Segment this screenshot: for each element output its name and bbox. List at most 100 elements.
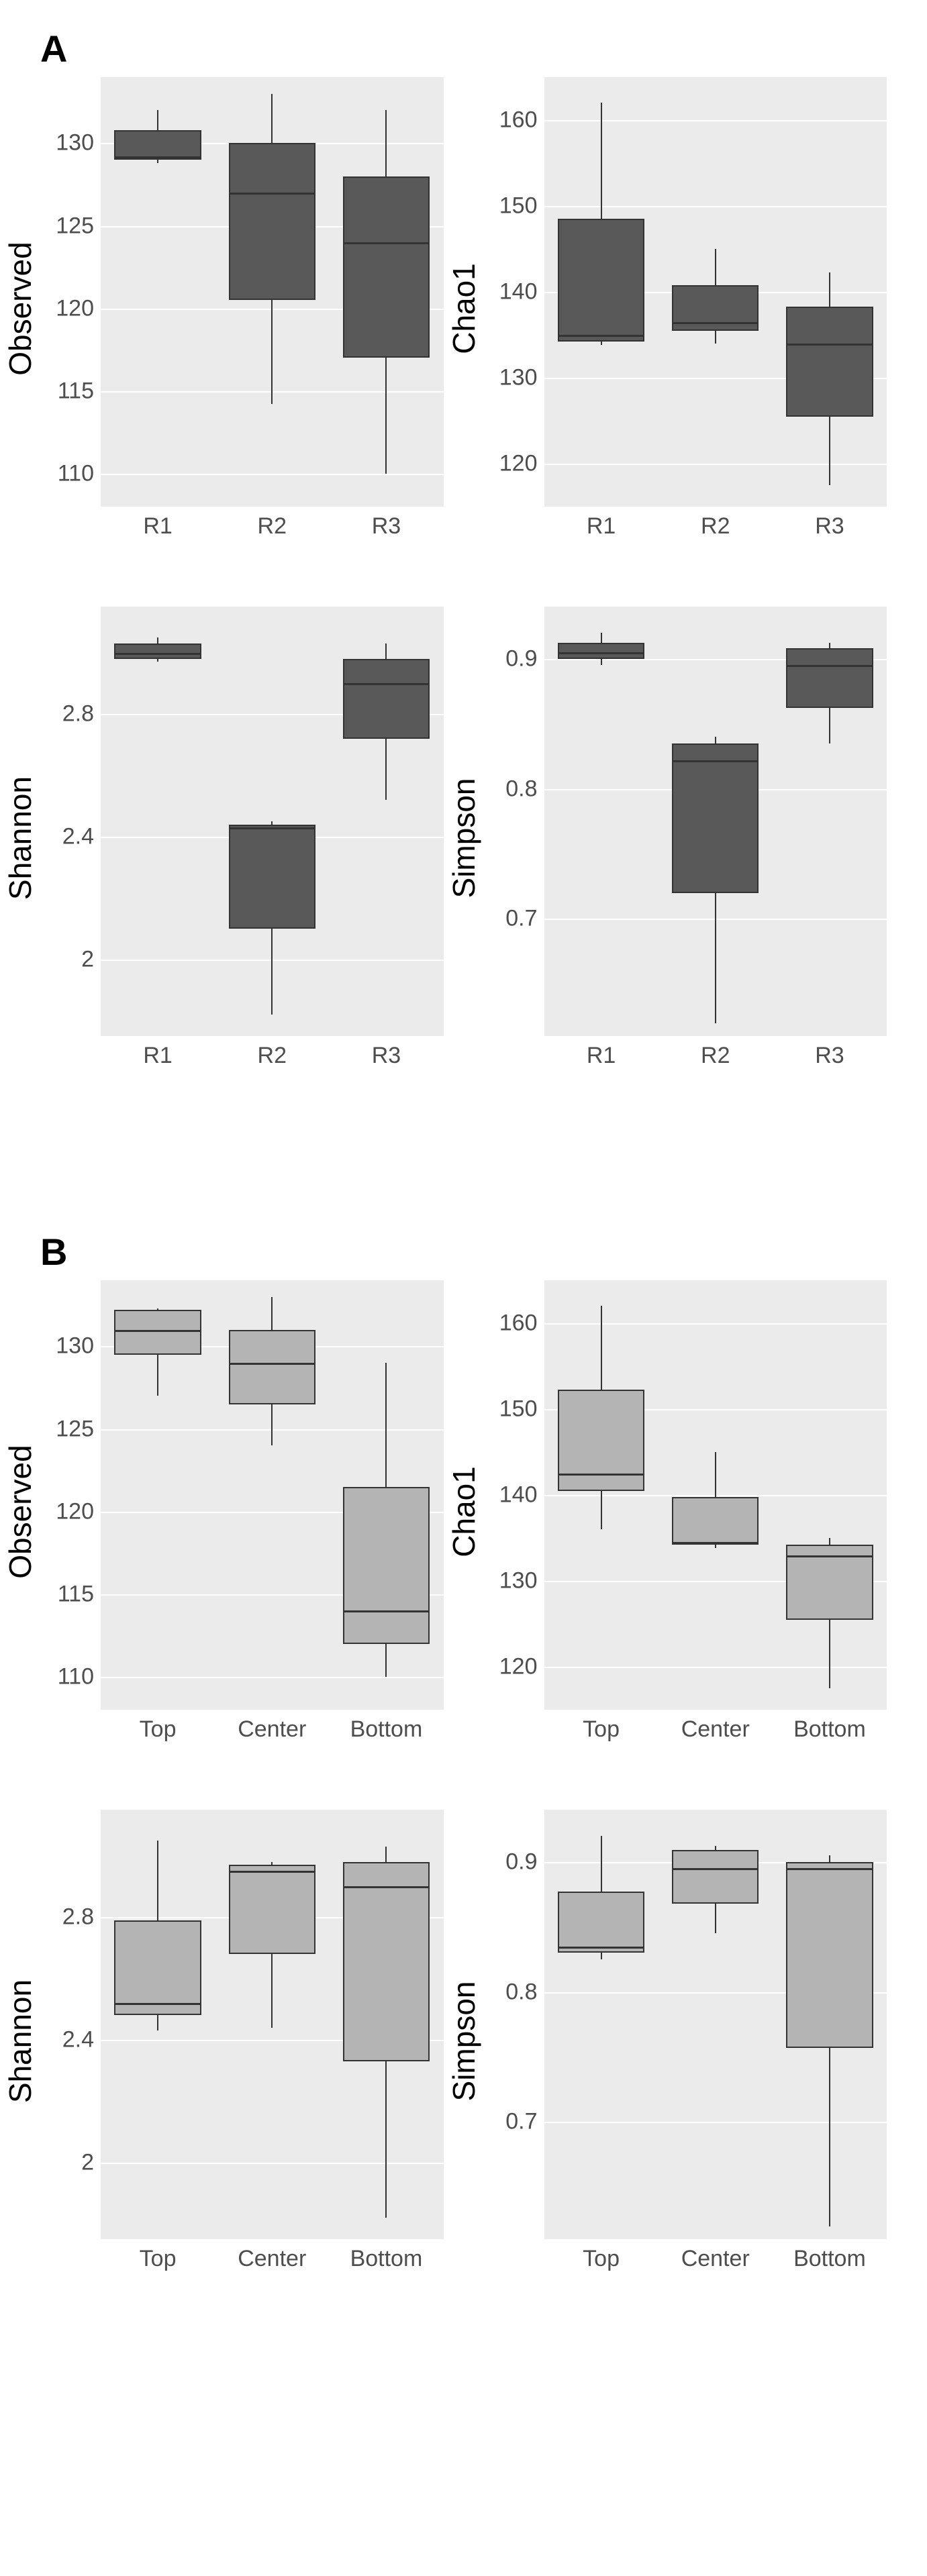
y-axis-label: Chao1 [446, 1466, 482, 1557]
y-tick-label: 0.9 [505, 646, 544, 672]
whisker [715, 893, 716, 1023]
figure-section-A: AObserved110115120125130R1R2R3Chao112013… [40, 27, 887, 1069]
y-axis-label: Observed [2, 242, 38, 375]
whisker [157, 110, 158, 130]
box-iqr [786, 648, 873, 708]
y-tick-label: 115 [58, 1581, 101, 1607]
box-median [672, 760, 759, 762]
boxplot [773, 607, 887, 1036]
plot-frame: 120130140150160R1R2R3 [544, 77, 887, 539]
plot-frame: 22.42.8TopCenterBottom [101, 1810, 444, 2272]
x-tick-label: R3 [329, 1043, 443, 1069]
y-tick-label: 0.7 [505, 906, 544, 932]
plot-frame: 110115120125130TopCenterBottom [101, 1280, 444, 1743]
box-median [672, 1868, 759, 1870]
whisker [715, 1452, 716, 1497]
whisker [385, 739, 387, 800]
plot-frame: 110115120125130R1R2R3 [101, 77, 444, 539]
y-tick-label: 2.8 [62, 701, 101, 727]
whisker [601, 103, 602, 219]
figure-section-B: BObserved110115120125130TopCenterBottomC… [40, 1230, 887, 2272]
box-median [114, 2003, 201, 2005]
box-median [343, 242, 430, 244]
box-median [672, 322, 759, 324]
box-median [229, 1363, 315, 1365]
plot-area: 120130140150160 [544, 1280, 887, 1710]
x-tick-label: R3 [773, 513, 887, 539]
y-tick-label: 120 [499, 451, 544, 477]
plot-frame: 22.42.8R1R2R3 [101, 607, 444, 1069]
x-tick-label: Center [215, 1716, 329, 1743]
box-iqr [786, 1862, 873, 2048]
box-iqr [672, 1850, 759, 1904]
box-iqr [672, 743, 759, 893]
y-tick-label: 2 [81, 2149, 101, 2175]
box-iqr [343, 176, 430, 358]
box-iqr [229, 825, 315, 929]
plot-area: 110115120125130 [101, 1280, 444, 1710]
box-median [114, 156, 201, 158]
plot-area: 22.42.8 [101, 607, 444, 1036]
x-tick-label: Center [215, 2246, 329, 2272]
boxplot [544, 1280, 658, 1710]
box-iqr [558, 219, 644, 342]
x-tick-label: Top [101, 2246, 215, 2272]
box-median [229, 1871, 315, 1873]
plot-frame: 120130140150160TopCenterBottom [544, 1280, 887, 1743]
x-tick-label: Center [658, 1716, 773, 1743]
box-median [558, 1947, 644, 1949]
whisker [601, 659, 602, 666]
x-tick-label: R1 [101, 1043, 215, 1069]
plot-frame: 0.70.80.9TopCenterBottom [544, 1810, 887, 2272]
x-tick-label: Bottom [329, 2246, 443, 2272]
box-iqr [114, 643, 201, 659]
y-tick-label: 2.4 [62, 823, 101, 849]
y-axis-label: Shannon [2, 776, 38, 899]
y-tick-label: 140 [499, 279, 544, 305]
x-axis: R1R2R3 [101, 1036, 444, 1069]
x-tick-label: R3 [773, 1043, 887, 1069]
whisker [157, 1841, 158, 1920]
plot-area: 22.42.8 [101, 1810, 444, 2239]
y-tick-label: 125 [56, 213, 101, 239]
boxplot [773, 1810, 887, 2239]
panel-chao1: Chao1120130140150160TopCenterBottom [484, 1280, 887, 1743]
y-axis-label: Simpson [446, 1981, 482, 2101]
boxplot [101, 607, 215, 1036]
box-iqr [229, 143, 315, 300]
section-label: B [40, 1230, 887, 1274]
box-median [343, 1886, 430, 1888]
x-tick-label: Top [101, 1716, 215, 1743]
y-axis-label: Observed [2, 1445, 38, 1578]
y-tick-label: 130 [499, 1568, 544, 1594]
whisker [271, 1297, 273, 1330]
panel-simpson: Simpson0.70.80.9R1R2R3 [484, 607, 887, 1069]
whisker [601, 1491, 602, 1530]
whisker [385, 2061, 387, 2218]
y-tick-label: 140 [499, 1482, 544, 1508]
x-tick-label: Bottom [773, 2246, 887, 2272]
whisker [715, 331, 716, 344]
whisker [385, 1363, 387, 1487]
y-tick-label: 120 [56, 1498, 101, 1525]
whisker [829, 643, 830, 648]
whisker [601, 633, 602, 643]
whisker [157, 160, 158, 163]
x-tick-label: Top [544, 1716, 658, 1743]
whisker [715, 737, 716, 743]
x-axis: TopCenterBottom [101, 2239, 444, 2272]
whisker [271, 1404, 273, 1446]
y-tick-label: 2.4 [62, 2026, 101, 2053]
x-axis: R1R2R3 [544, 1036, 887, 1069]
x-tick-label: Top [544, 2246, 658, 2272]
x-tick-label: R1 [544, 513, 658, 539]
whisker [157, 659, 158, 662]
whisker [829, 1538, 830, 1545]
whisker [271, 300, 273, 404]
plot-area: 0.70.80.9 [544, 1810, 887, 2239]
whisker [271, 929, 273, 1015]
box-median [343, 683, 430, 685]
plot-area: 120130140150160 [544, 77, 887, 507]
section-label: A [40, 27, 887, 70]
whisker [829, 272, 830, 307]
